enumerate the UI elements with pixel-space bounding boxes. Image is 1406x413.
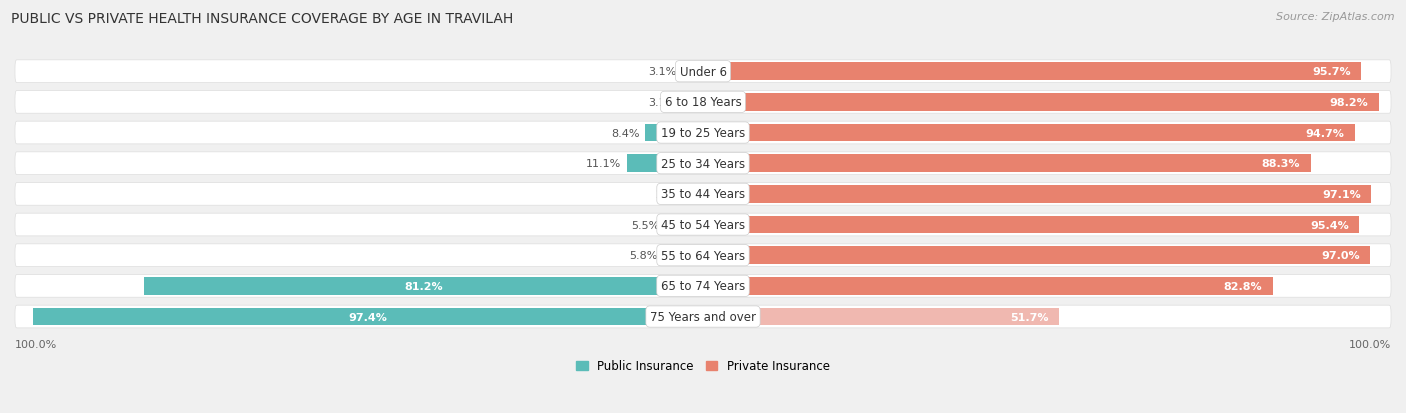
Text: 25 to 34 Years: 25 to 34 Years: [661, 157, 745, 170]
Text: 97.0%: 97.0%: [1322, 251, 1360, 261]
Text: 35 to 44 Years: 35 to 44 Years: [661, 188, 745, 201]
Bar: [145, 277, 703, 295]
Text: 51.7%: 51.7%: [1010, 312, 1049, 322]
FancyBboxPatch shape: [15, 183, 1391, 206]
Text: 100.0%: 100.0%: [15, 339, 58, 349]
Text: 11.1%: 11.1%: [586, 159, 621, 169]
Text: 5.8%: 5.8%: [630, 251, 658, 261]
FancyBboxPatch shape: [15, 214, 1391, 236]
Bar: [703, 277, 1272, 295]
Text: 94.7%: 94.7%: [1305, 128, 1344, 138]
Text: 6 to 18 Years: 6 to 18 Years: [665, 96, 741, 109]
Legend: Public Insurance, Private Insurance: Public Insurance, Private Insurance: [571, 354, 835, 377]
Text: 19 to 25 Years: 19 to 25 Years: [661, 127, 745, 140]
Bar: [665, 216, 703, 234]
FancyBboxPatch shape: [15, 275, 1391, 297]
FancyBboxPatch shape: [15, 91, 1391, 114]
Bar: [703, 124, 1354, 142]
Bar: [703, 94, 1379, 112]
Text: 100.0%: 100.0%: [1348, 339, 1391, 349]
FancyBboxPatch shape: [15, 152, 1391, 175]
FancyBboxPatch shape: [15, 244, 1391, 267]
Bar: [664, 247, 703, 264]
Bar: [645, 124, 703, 142]
FancyBboxPatch shape: [15, 61, 1391, 83]
Text: 97.4%: 97.4%: [349, 312, 388, 322]
Text: 81.2%: 81.2%: [405, 281, 443, 291]
Text: 65 to 74 Years: 65 to 74 Years: [661, 280, 745, 293]
Bar: [703, 247, 1371, 264]
Text: 97.1%: 97.1%: [1322, 190, 1361, 199]
Text: 55 to 64 Years: 55 to 64 Years: [661, 249, 745, 262]
Text: Under 6: Under 6: [679, 66, 727, 78]
Bar: [682, 94, 703, 112]
Text: 75 Years and over: 75 Years and over: [650, 310, 756, 323]
Text: 3.1%: 3.1%: [648, 97, 676, 108]
Bar: [682, 63, 703, 81]
Bar: [703, 63, 1361, 81]
Text: 2.0%: 2.0%: [655, 190, 683, 199]
Text: PUBLIC VS PRIVATE HEALTH INSURANCE COVERAGE BY AGE IN TRAVILAH: PUBLIC VS PRIVATE HEALTH INSURANCE COVER…: [11, 12, 513, 26]
Bar: [703, 155, 1310, 173]
Text: 3.1%: 3.1%: [648, 67, 676, 77]
FancyBboxPatch shape: [15, 122, 1391, 145]
Text: 82.8%: 82.8%: [1223, 281, 1263, 291]
Text: Source: ZipAtlas.com: Source: ZipAtlas.com: [1277, 12, 1395, 22]
Bar: [627, 155, 703, 173]
Text: 8.4%: 8.4%: [612, 128, 640, 138]
Text: 88.3%: 88.3%: [1261, 159, 1301, 169]
Text: 95.7%: 95.7%: [1312, 67, 1351, 77]
Text: 45 to 54 Years: 45 to 54 Years: [661, 218, 745, 231]
Bar: [32, 308, 703, 325]
Bar: [689, 185, 703, 203]
Bar: [703, 308, 1059, 325]
Text: 98.2%: 98.2%: [1330, 97, 1368, 108]
Bar: [703, 216, 1360, 234]
FancyBboxPatch shape: [15, 306, 1391, 328]
Bar: [703, 185, 1371, 203]
Text: 5.5%: 5.5%: [631, 220, 659, 230]
Text: 95.4%: 95.4%: [1310, 220, 1348, 230]
